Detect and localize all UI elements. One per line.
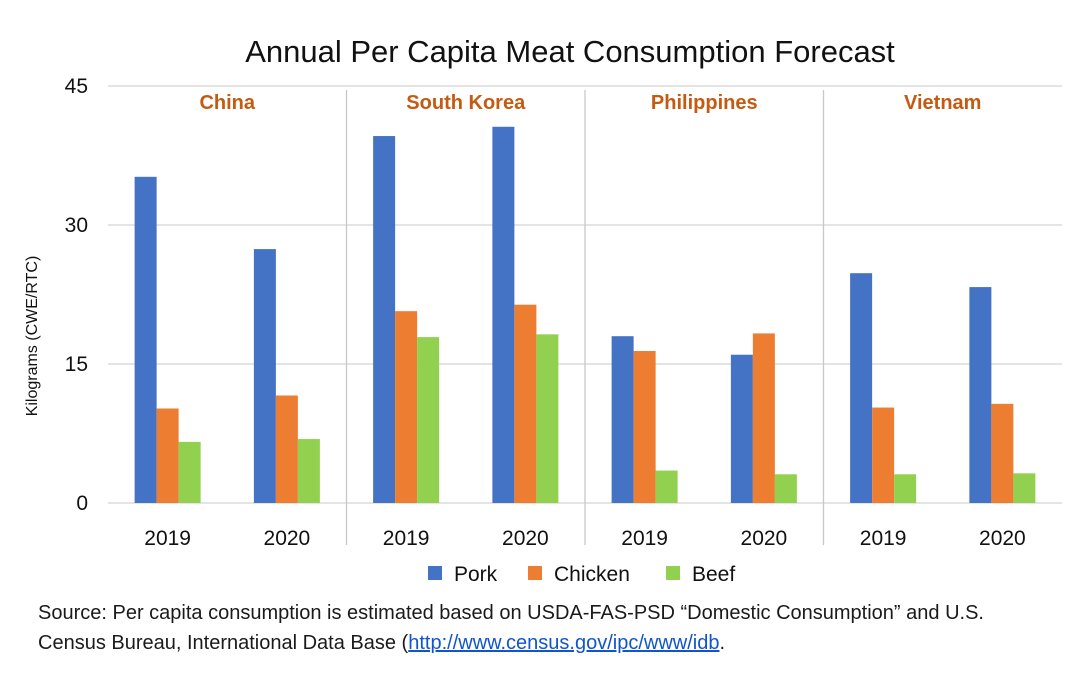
x-tick-label: 2020 xyxy=(741,527,788,550)
source-text-end: . xyxy=(719,632,726,654)
bar-beef xyxy=(1013,473,1036,503)
group-label: China xyxy=(199,92,255,114)
legend-label: Chicken xyxy=(554,563,630,586)
legend-swatch xyxy=(528,566,542,580)
bar-beef xyxy=(894,474,917,503)
bar-beef xyxy=(297,439,320,503)
legend-swatch xyxy=(428,566,442,580)
y-tick-label: 0 xyxy=(76,492,88,515)
bars xyxy=(134,126,1036,504)
group-labels: China South Korea Philippines Vietnam xyxy=(199,92,981,114)
bar-pork xyxy=(611,336,634,503)
group-label: South Korea xyxy=(406,92,526,114)
bar-pork xyxy=(373,136,396,504)
bar-beef xyxy=(655,470,678,503)
bar-chicken xyxy=(156,408,179,503)
bar-pork xyxy=(969,287,992,503)
x-tick-label: 2020 xyxy=(264,527,311,550)
group-label: Vietnam xyxy=(904,92,981,114)
y-axis-label: Kilograms (CWE/RTC) xyxy=(24,256,41,417)
bar-beef xyxy=(178,441,201,503)
legend-swatch xyxy=(666,566,680,580)
x-tick-label: 2019 xyxy=(383,527,430,550)
y-tick-label: 30 xyxy=(65,214,88,237)
source-link[interactable]: http://www.census.gov/ipc/www/idb xyxy=(408,632,720,654)
x-tick-label: 2020 xyxy=(979,527,1026,550)
bar-pork xyxy=(492,126,515,504)
x-tick-labels: 2019 2020 2019 2020 2019 2020 2019 2020 xyxy=(144,527,1025,550)
bar-pork xyxy=(134,176,157,503)
bar-chicken xyxy=(395,311,418,503)
source-text: Source: Per capita consumption is estima… xyxy=(38,602,984,654)
group-separators xyxy=(345,90,825,545)
bar-chicken xyxy=(752,333,775,503)
x-tick-label: 2019 xyxy=(144,527,191,550)
bar-chicken xyxy=(872,407,895,503)
legend-label: Pork xyxy=(454,563,498,586)
bar-beef xyxy=(417,337,440,503)
bar-chicken xyxy=(514,304,537,503)
bar-chicken xyxy=(275,395,298,503)
chart-svg: Annual Per Capita Meat Consumption Forec… xyxy=(24,34,1062,586)
y-tick-label: 15 xyxy=(65,353,88,376)
y-tick-labels: 0 15 30 45 xyxy=(65,75,88,515)
bar-chicken xyxy=(633,351,656,503)
bar-chicken xyxy=(991,403,1014,503)
x-tick-label: 2020 xyxy=(502,527,549,550)
bar-pork xyxy=(253,249,276,503)
chart-title: Annual Per Capita Meat Consumption Forec… xyxy=(245,34,895,69)
x-tick-label: 2019 xyxy=(621,527,668,550)
x-tick-label: 2019 xyxy=(860,527,907,550)
y-tick-label: 45 xyxy=(65,75,88,98)
bar-beef xyxy=(774,474,797,503)
bar-beef xyxy=(536,334,559,503)
legend: Pork Chicken Beef xyxy=(428,563,735,586)
group-label: Philippines xyxy=(651,92,758,114)
legend-label: Beef xyxy=(692,563,735,586)
bar-pork xyxy=(730,354,753,503)
bar-pork xyxy=(850,273,873,503)
source-note: Source: Per capita consumption is estima… xyxy=(38,598,1048,658)
